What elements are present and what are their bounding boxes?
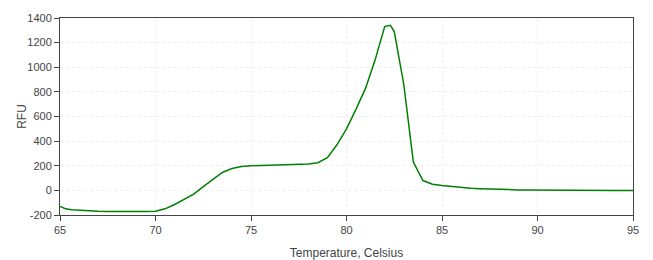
svg-text:200: 200 bbox=[33, 160, 51, 172]
svg-text:1400: 1400 bbox=[27, 12, 51, 24]
svg-text:1200: 1200 bbox=[27, 36, 51, 48]
svg-text:75: 75 bbox=[245, 224, 257, 236]
svg-text:Temperature, Celsius: Temperature, Celsius bbox=[290, 246, 403, 260]
svg-text:1000: 1000 bbox=[27, 61, 51, 73]
svg-text:85: 85 bbox=[436, 224, 448, 236]
svg-text:RFU: RFU bbox=[15, 104, 29, 129]
svg-text:0: 0 bbox=[46, 184, 52, 196]
svg-text:600: 600 bbox=[33, 110, 51, 122]
svg-text:90: 90 bbox=[531, 224, 543, 236]
svg-text:800: 800 bbox=[33, 86, 51, 98]
svg-text:-200: -200 bbox=[30, 209, 52, 221]
svg-text:400: 400 bbox=[33, 135, 51, 147]
svg-text:95: 95 bbox=[627, 224, 639, 236]
svg-text:70: 70 bbox=[149, 224, 161, 236]
svg-text:65: 65 bbox=[54, 224, 66, 236]
svg-text:80: 80 bbox=[340, 224, 352, 236]
